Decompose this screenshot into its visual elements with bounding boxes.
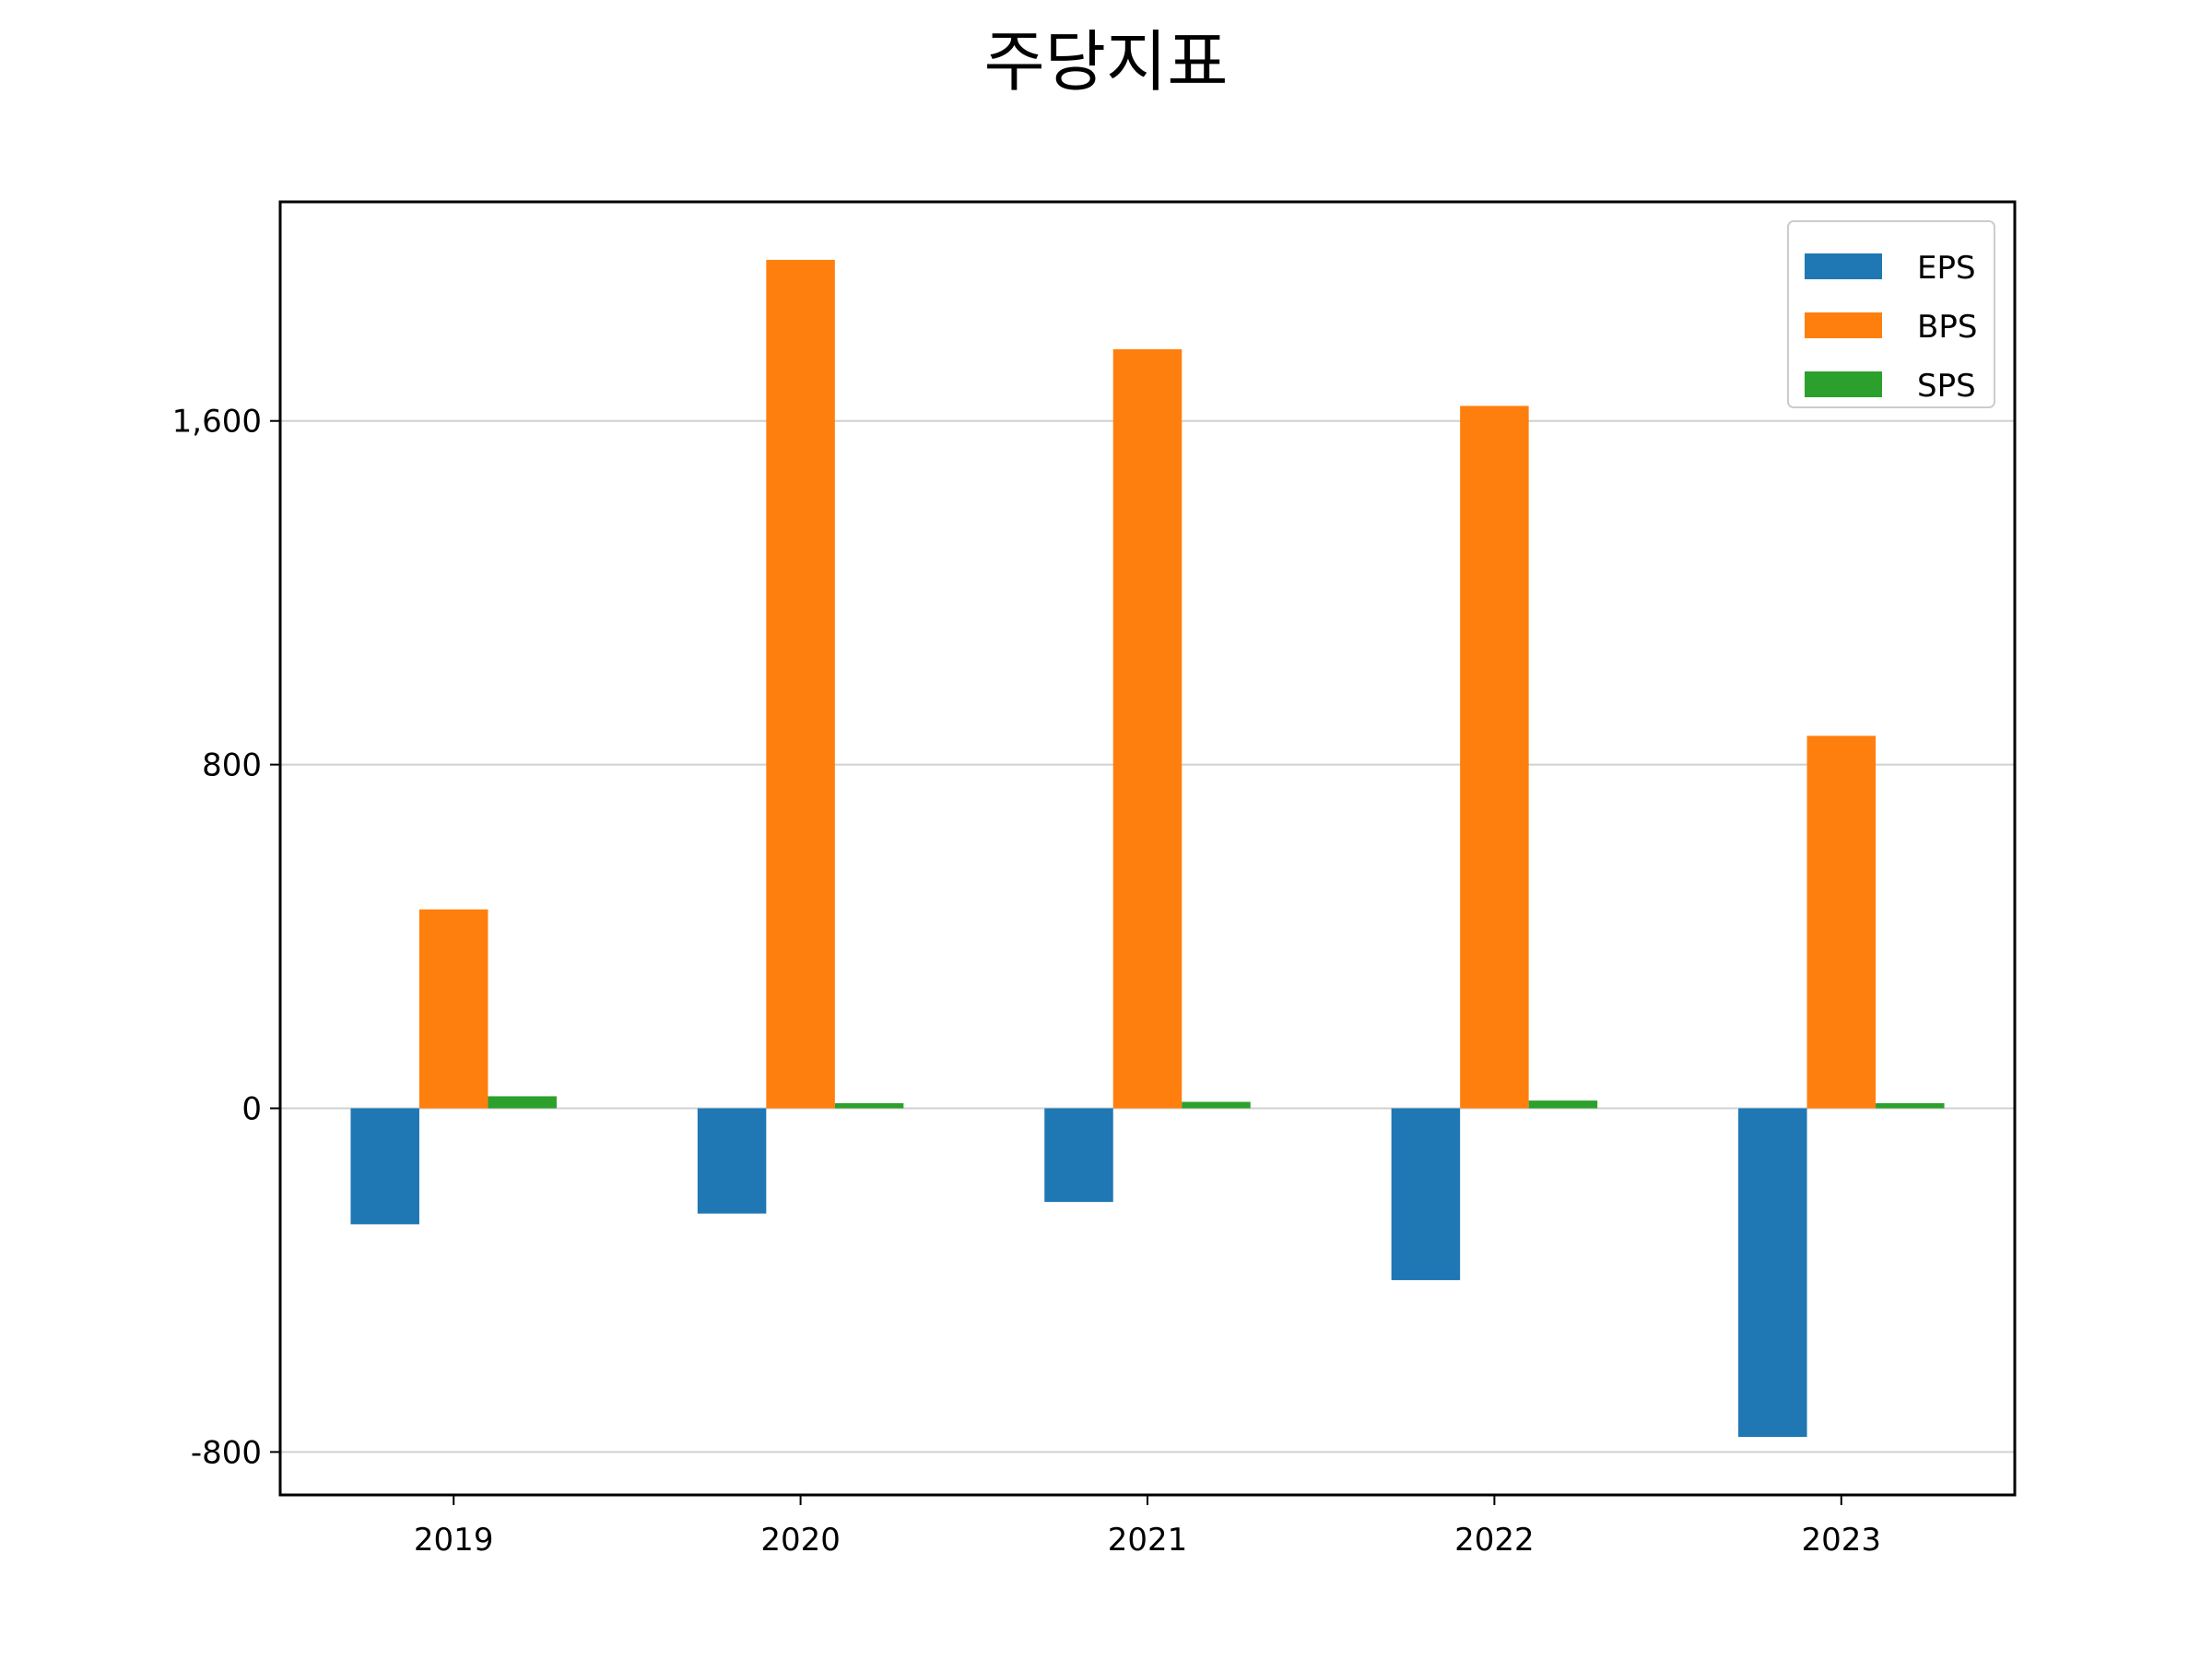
bar-sps-2023 [1876, 1102, 1945, 1109]
y-tick-label: 1,600 [172, 404, 262, 441]
y-tick-label: 800 [202, 747, 262, 784]
plot-frame [278, 200, 2017, 1497]
bars [350, 259, 1945, 1438]
bar-sps-2022 [1528, 1100, 1598, 1109]
legend-label-eps: EPS [1917, 250, 1976, 287]
legend-label-sps: SPS [1917, 368, 1976, 405]
bar-eps-2020 [697, 1108, 767, 1214]
bar-sps-2021 [1182, 1101, 1251, 1109]
bar-sps-2019 [488, 1096, 557, 1109]
bar-sps-2020 [834, 1102, 904, 1109]
x-axis: 2019 2020 2021 2022 2023 [414, 1495, 1881, 1559]
bar-eps-2023 [1738, 1108, 1807, 1438]
y-tick-label: -800 [191, 1434, 262, 1471]
x-tick-label: 2021 [1108, 1522, 1188, 1559]
chart-title: 주당지표 [984, 23, 1229, 100]
x-tick-label: 2022 [1454, 1522, 1535, 1559]
bar-bps-2020 [766, 259, 835, 1109]
x-tick-label: 2019 [414, 1522, 494, 1559]
bar-bps-2019 [418, 909, 488, 1109]
bar-eps-2022 [1391, 1108, 1461, 1280]
legend-swatch-bps [1805, 312, 1882, 338]
legend-swatch-eps [1805, 253, 1882, 279]
x-tick-label: 2023 [1802, 1522, 1882, 1559]
bar-eps-2019 [350, 1108, 419, 1225]
legend-swatch-sps [1805, 371, 1882, 397]
x-tick-label: 2020 [760, 1522, 841, 1559]
legend: EPS BPS SPS [1787, 220, 1995, 408]
bar-bps-2023 [1806, 735, 1877, 1109]
bar-bps-2021 [1112, 348, 1182, 1109]
bar-bps-2022 [1460, 406, 1529, 1109]
y-tick-label: 0 [241, 1090, 262, 1127]
legend-label-bps: BPS [1917, 309, 1977, 346]
bar-eps-2021 [1044, 1108, 1113, 1203]
y-axis: -800 0 800 1,600 [172, 404, 280, 1471]
